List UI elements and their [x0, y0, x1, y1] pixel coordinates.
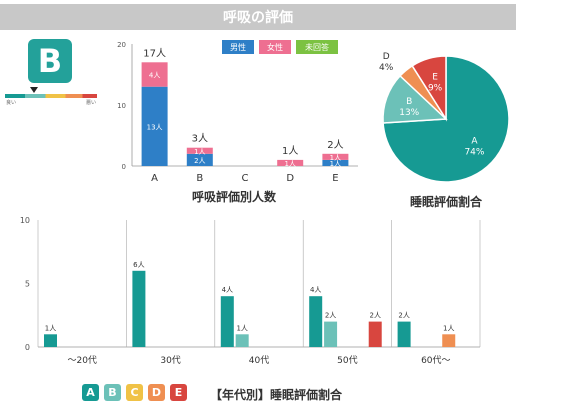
bar [368, 321, 382, 347]
x-tick-label: 40代 [249, 355, 269, 366]
grade-badge-c: C [126, 384, 143, 401]
bar-total-label: 2人 [327, 139, 343, 151]
x-tick-label: D [286, 173, 294, 184]
bar [442, 334, 456, 347]
pie-slice-percent: 9% [428, 83, 443, 93]
bar-value-label: 6人 [133, 261, 144, 269]
legend-item [259, 40, 291, 54]
bar-value-label: 4人 [222, 286, 233, 294]
grade-badge-b: B [104, 384, 121, 401]
bar-segment-label: 2人 [194, 157, 205, 165]
x-tick-label: A [151, 173, 158, 184]
bar-segment [141, 86, 168, 166]
bar-segment [277, 159, 304, 166]
legend-item [296, 40, 338, 54]
bar [309, 296, 323, 347]
legend-item [222, 40, 254, 54]
legend-label: 未回答 [305, 42, 329, 52]
bar-value-label: 2人 [369, 312, 380, 320]
bar-total-label: 17人 [143, 47, 166, 59]
bar-value-label: 4人 [310, 286, 321, 294]
bar-segment-label: 13人 [147, 123, 163, 131]
grade-badge: B [28, 39, 72, 83]
bar-segment-label: 1人 [330, 154, 341, 162]
x-tick-label: 30代 [160, 355, 180, 366]
bar-segment-label: 4人 [149, 72, 160, 80]
pie-slice-label: B [406, 97, 412, 107]
bar [44, 334, 57, 347]
age-chart-caption: 【年代別】睡眠評価割合 [210, 388, 343, 402]
pie-chart-caption: 睡眠評価割合 [410, 195, 483, 209]
bar-total-label: 1人 [282, 145, 298, 157]
y-tick-label: 0 [25, 343, 30, 352]
y-tick-label: 10 [117, 102, 126, 110]
y-tick-label: 5 [25, 280, 30, 289]
y-tick-label: 0 [122, 163, 126, 171]
bar-value-label: 2人 [398, 312, 409, 320]
bar [235, 334, 249, 347]
bar [397, 321, 411, 347]
legend-label: 男性 [230, 42, 246, 52]
pie-slice [411, 55, 447, 122]
pie-slice-label: A [471, 137, 478, 147]
bar-total-label: 3人 [192, 133, 208, 145]
bar [220, 296, 234, 347]
bar-segment-label: 1人 [330, 160, 341, 168]
x-tick-label: 50代 [337, 355, 357, 366]
y-tick-label: 10 [20, 216, 30, 225]
bar-value-label: 1人 [45, 324, 56, 332]
x-tick-label: B [196, 173, 203, 184]
bar-segment-label: 1人 [194, 148, 205, 156]
bar-segment-label: 1人 [284, 160, 295, 168]
x-tick-label: C [242, 173, 249, 184]
pie-slice-percent: 74% [464, 148, 484, 158]
grade-badge-d: D [148, 384, 165, 401]
scale-marker-icon [30, 87, 38, 93]
bar-segment [186, 147, 213, 154]
bar-value-label: 1人 [236, 324, 247, 332]
y-tick-label: 20 [117, 41, 126, 49]
pie-slice-percent: 4% [379, 63, 394, 73]
x-tick-label: ～20代 [67, 355, 96, 366]
legend-label: 女性 [267, 42, 283, 52]
bar [324, 321, 338, 347]
bar [132, 270, 146, 347]
scale-label-good: 良い [6, 100, 17, 106]
sleep-evaluation-pie-chart: A74% B13% D4% E9% [379, 52, 510, 183]
bar-segment [186, 153, 213, 166]
page-title: 呼吸の評価 [0, 4, 516, 30]
bar-segment [322, 159, 349, 166]
bar-segment [322, 153, 349, 160]
grade-scale-bar [5, 94, 97, 98]
pie-slice-label: E [432, 72, 438, 82]
grade-badge-e: E [170, 384, 187, 401]
bar-value-label: 2人 [325, 312, 336, 320]
pie-slice-percent: 13% [399, 108, 419, 118]
x-tick-label: 60代～ [421, 355, 450, 366]
scale-label-bad: 悪い [86, 100, 97, 106]
grade-badge-a: A [82, 384, 99, 401]
breathing-chart-caption: 呼吸評価別人数 [192, 190, 277, 204]
age-sleep-evaluation-chart: 0 5 10 ～20代 1人 30代 6人 40代 4人 1人 50代 4人 2人 2人 60代～ 2人 1人 [20, 216, 481, 366]
x-tick-label: E [332, 173, 338, 184]
bar-segment [141, 62, 168, 87]
bar-value-label: 1人 [443, 324, 454, 332]
pie-slice-label: D [383, 52, 390, 62]
